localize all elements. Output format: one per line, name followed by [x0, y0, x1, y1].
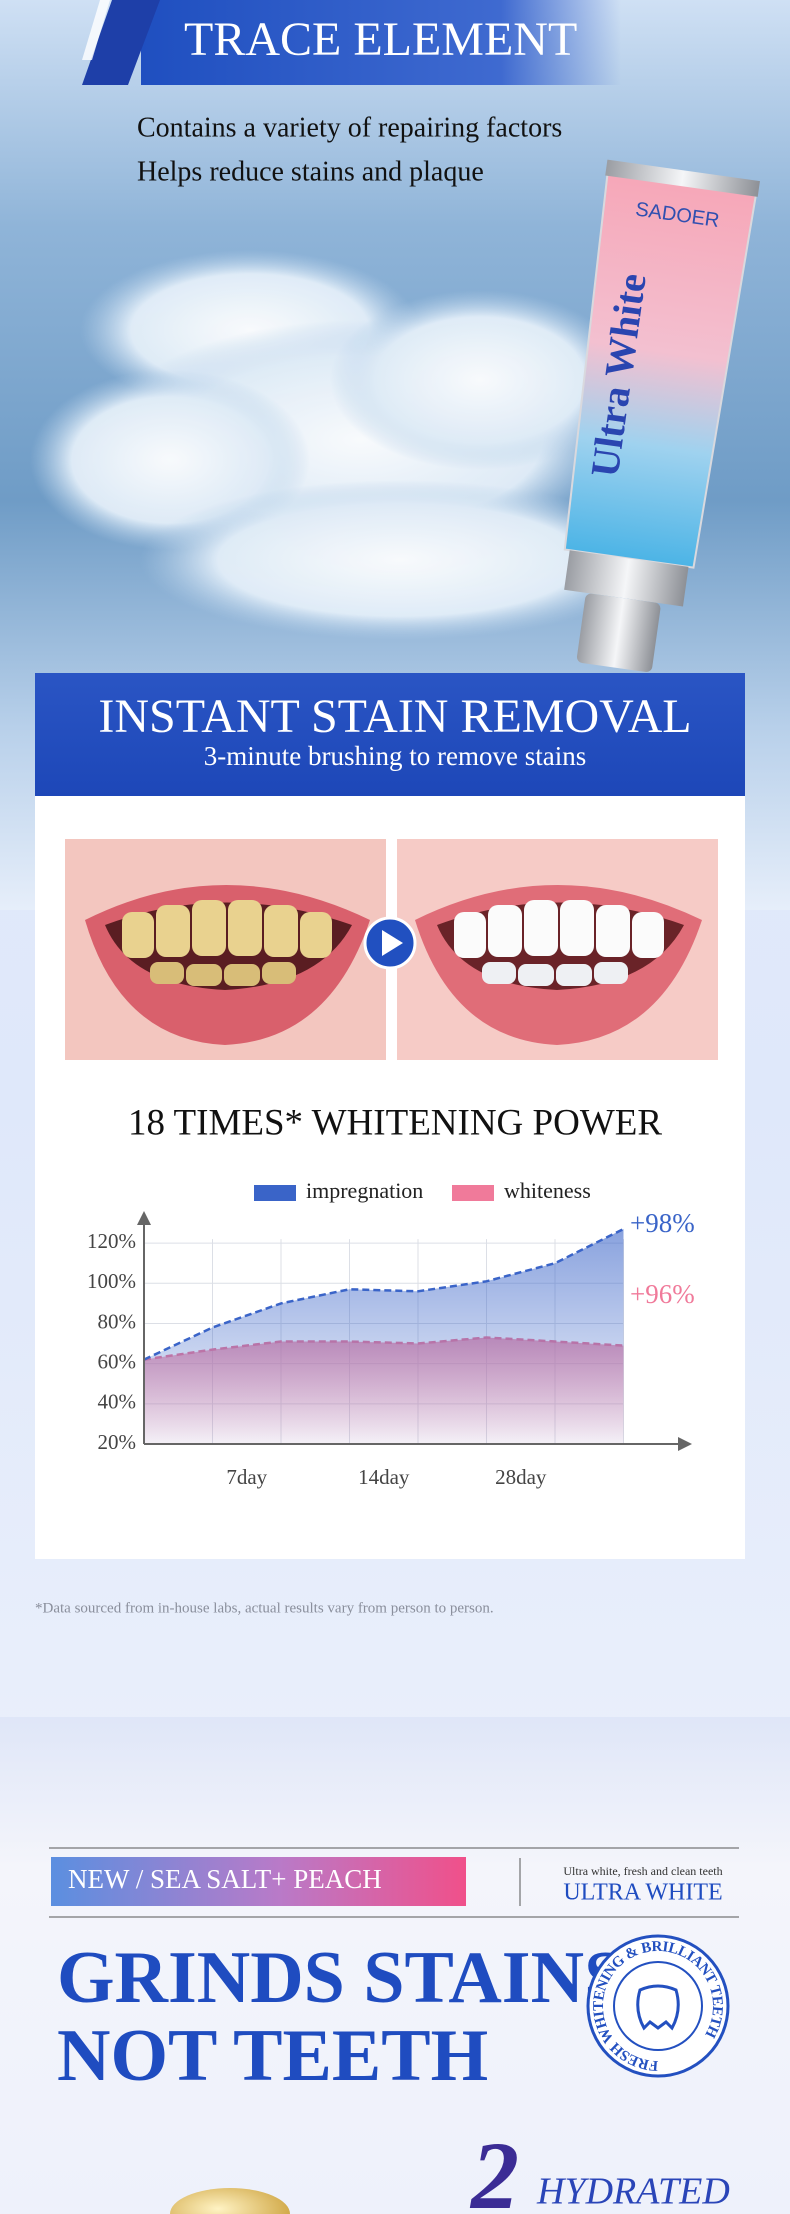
after-photo	[397, 839, 718, 1060]
tag-text: NEW / SEA SALT+ PEACH	[68, 1864, 382, 1894]
chart: 20% 40% 60% 80% 100% 120% 7day 14day 28day impreg…	[87, 1178, 695, 1489]
y-tick-label: 40%	[98, 1390, 137, 1414]
feature-line: Helps reduce stains and plaque	[137, 156, 484, 187]
chart-title: 18 TIMES* WHITENING POWER	[128, 1102, 662, 1143]
before-photo	[65, 839, 386, 1060]
legend-label: whiteness	[504, 1178, 591, 1203]
brand-line: ULTRA WHITE	[563, 1880, 722, 1906]
title-band	[141, 0, 621, 85]
y-tick-label: 100%	[87, 1269, 136, 1293]
card-title: INSTANT STAIN REMOVAL	[98, 690, 691, 743]
y-tick-label: 60%	[98, 1349, 137, 1373]
x-tick-label: 7day	[226, 1465, 267, 1489]
footnote: *Data sourced from in-house labs, actual…	[35, 1600, 494, 1616]
card-subtitle: 3-minute brushing to remove stains	[204, 741, 586, 771]
legend-swatch	[254, 1185, 296, 1201]
series-area	[144, 1229, 624, 1444]
salt-crystals	[30, 250, 660, 640]
play-icon	[382, 930, 403, 956]
legend-label: impregnation	[306, 1178, 423, 1203]
y-tick-label: 120%	[87, 1229, 136, 1253]
section-title: TRACE ELEMENT	[184, 13, 577, 66]
y-axis-arrow	[137, 1211, 151, 1225]
annotation: +96%	[630, 1279, 695, 1309]
annotation: +98%	[630, 1208, 695, 1238]
y-tick-label: 80%	[98, 1309, 137, 1333]
gold-orb	[170, 2188, 290, 2214]
x-axis-arrow	[678, 1437, 692, 1451]
tag-box	[51, 1857, 466, 1906]
y-tick-label: 20%	[98, 1430, 137, 1454]
badge: FRESH WHITENING & BRILLIANT TEETH	[586, 1934, 730, 2078]
legend-swatch	[452, 1185, 494, 1201]
x-tick-label: 14day	[358, 1465, 410, 1489]
x-tick-label: 28day	[495, 1465, 547, 1489]
headline: NOT TEETH	[57, 2015, 488, 2097]
product-tube: SADOER Ultra White	[563, 159, 760, 672]
step-title: HYDRATED	[536, 2171, 730, 2213]
tagline: Ultra white, fresh and clean teeth	[563, 1864, 722, 1878]
slash-mark	[82, 0, 160, 85]
card-header	[35, 673, 745, 796]
headline: GRINDS STAINS	[57, 1937, 625, 2019]
feature-line: Contains a variety of repairing factors	[137, 112, 562, 143]
step-number: 2	[469, 2122, 519, 2214]
slash-mark	[82, 0, 110, 60]
